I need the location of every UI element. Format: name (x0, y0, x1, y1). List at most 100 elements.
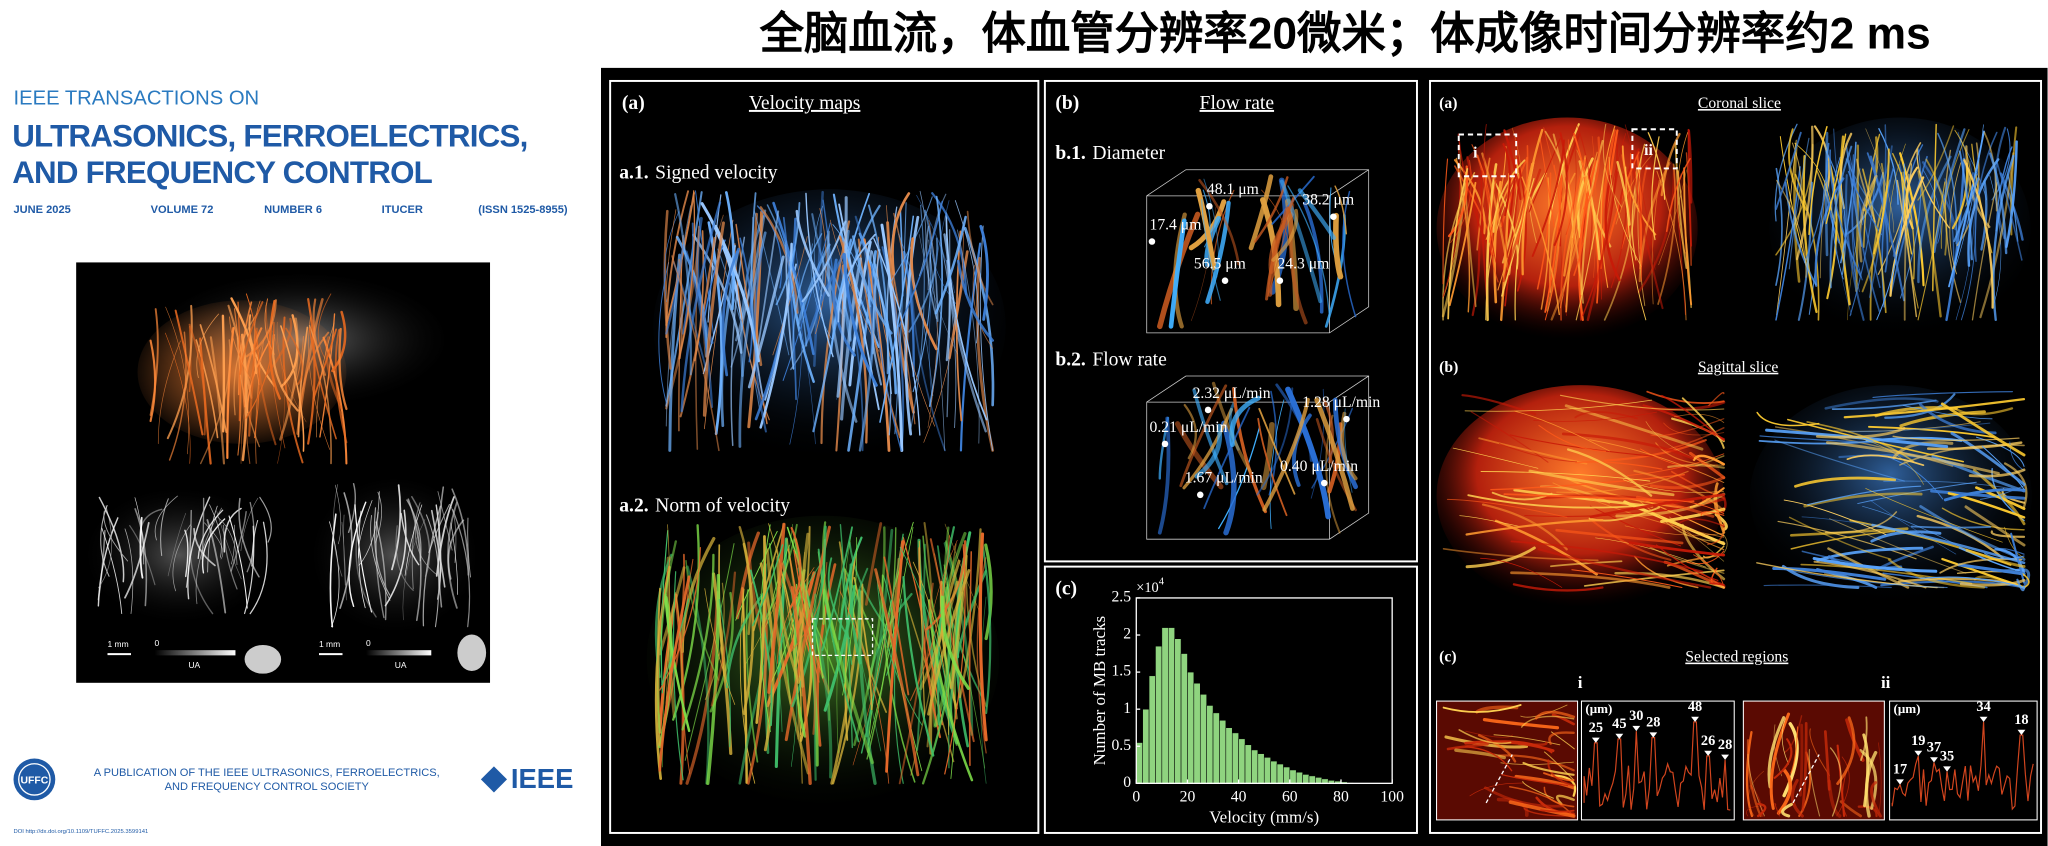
vessel (1845, 422, 1991, 433)
vessel (919, 234, 958, 355)
measure-point (1343, 415, 1350, 423)
subpanel-text: Flow rate (1092, 349, 1167, 370)
peak-marker (1979, 716, 1988, 722)
vessel (1628, 541, 1726, 557)
vessel (1522, 781, 1554, 799)
vessel (934, 215, 967, 315)
panel-frame (1043, 79, 1418, 563)
vessel (1470, 411, 1549, 463)
panel-label: (a) (622, 93, 645, 114)
bar (1251, 749, 1259, 784)
vessel (1767, 716, 1786, 789)
vessel (1651, 180, 1660, 305)
vessel (1271, 208, 1299, 262)
vessel (1881, 167, 1895, 308)
vessel (134, 508, 148, 607)
vessel (1840, 141, 1857, 264)
vessel (1333, 212, 1344, 280)
vessel (836, 196, 848, 398)
vessel (233, 312, 258, 416)
vessel (100, 504, 110, 577)
colorbar-label: 0 (155, 638, 160, 648)
vessel (929, 538, 975, 743)
vessel (827, 557, 850, 640)
peak-marker (1649, 732, 1658, 738)
x-axis-label: Velocity (mm/s) (1209, 807, 1319, 826)
vessel (189, 525, 214, 615)
bar (1136, 742, 1143, 784)
measure-point (1196, 491, 1204, 499)
plot-frame (1135, 597, 1393, 784)
vessel (228, 515, 248, 609)
peak-label: 34 (1976, 699, 1990, 715)
vessel (1446, 498, 1568, 518)
bar (1180, 653, 1188, 784)
uffc-logo (13, 758, 56, 801)
vessel (883, 556, 910, 696)
vessel (1285, 386, 1332, 520)
vessel (1775, 131, 1802, 210)
peak-label: 18 (2014, 712, 2028, 728)
bar (1161, 627, 1169, 784)
vessel (1870, 781, 1882, 818)
vessel (766, 204, 808, 347)
vessel (864, 522, 883, 606)
x-tick-label: 100 (1380, 788, 1404, 805)
vessel (297, 326, 309, 438)
vessel (166, 304, 193, 440)
peak-marker (1615, 733, 1624, 739)
vessel (1794, 142, 1832, 211)
vessel (1661, 394, 1725, 442)
vessel (1548, 731, 1575, 745)
vessel (658, 262, 669, 404)
measure-label: 1.67 μL/min (1185, 470, 1263, 487)
vessel (165, 332, 191, 464)
vessel (1829, 145, 1853, 289)
vessel (813, 205, 823, 297)
vessel (686, 565, 710, 785)
vessel (1776, 768, 1793, 815)
peak-marker (1591, 737, 1600, 743)
peak-marker (1632, 725, 1641, 732)
vessel (949, 569, 988, 719)
vessel (1783, 715, 1803, 754)
vessel (222, 524, 238, 590)
vessel (694, 230, 705, 362)
vessel (784, 525, 832, 742)
bar (1270, 760, 1278, 784)
vessel (1747, 753, 1765, 817)
vessel (1878, 128, 1899, 205)
measure-label: 0.40 μL/min (1280, 458, 1358, 475)
vessel (1709, 582, 1725, 586)
vessel (308, 324, 332, 465)
panel-label: (b) (1055, 93, 1079, 114)
y-tick-label: 0.5 (1111, 737, 1131, 754)
vessel-cubes: 48.1 μm 38.2 μm 17.4 μm 56.5 μm 24.3 μm 2.32 … (1146, 169, 1380, 540)
vessel (1271, 175, 1315, 225)
bar (1283, 766, 1291, 784)
x-tick-label: 20 (1180, 788, 1196, 805)
vessel (231, 524, 236, 565)
vessel (1823, 730, 1831, 791)
vessel (253, 300, 261, 386)
vessel (1459, 515, 1520, 527)
vessel (195, 507, 222, 605)
peak-marker (1943, 766, 1951, 772)
vessel (832, 224, 872, 308)
vessel (899, 546, 947, 687)
vessel (1514, 774, 1576, 790)
slide-title: 全脑血流，体血管分辨率20微米；体成像时间分辨率约2 ms (759, 8, 1931, 58)
vessel (966, 210, 994, 306)
vessel (1202, 189, 1211, 248)
coronal-image (1436, 117, 1698, 340)
vessel (739, 237, 753, 363)
vessel (1647, 132, 1666, 200)
measure-label: 0.21 μL/min (1150, 419, 1228, 436)
colorbar-label: 0 (366, 638, 371, 648)
vessel (927, 539, 958, 675)
vessel (704, 588, 736, 705)
vessel (395, 525, 414, 592)
vessel (815, 208, 827, 334)
vessel (1941, 557, 2026, 589)
vessel (678, 190, 696, 360)
